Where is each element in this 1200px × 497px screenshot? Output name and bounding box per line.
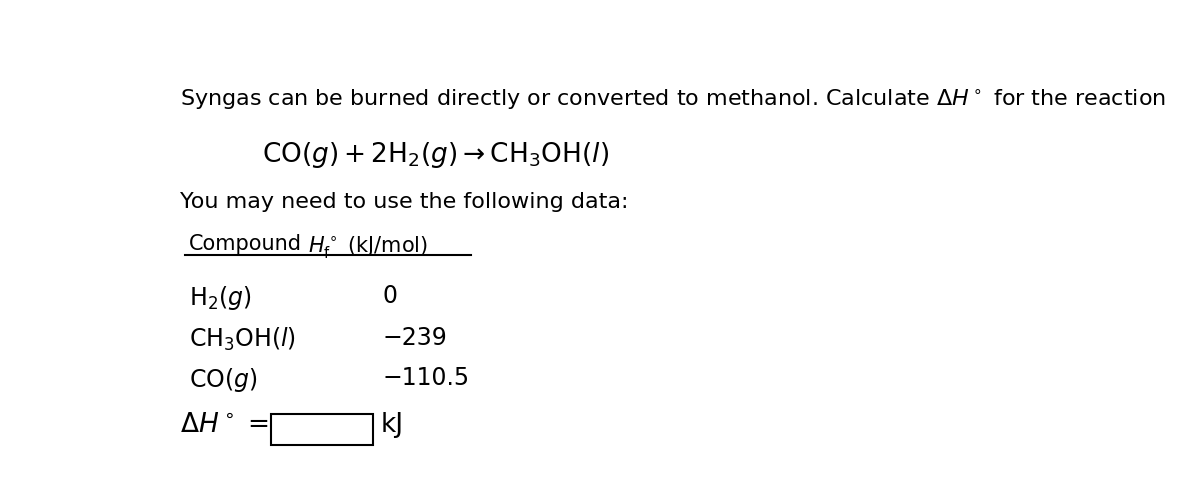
Text: 0: 0 (383, 283, 397, 308)
Text: kJ: kJ (380, 412, 403, 438)
Text: Syngas can be burned directly or converted to methanol. Calculate $\Delta H^\cir: Syngas can be burned directly or convert… (180, 87, 1165, 112)
FancyBboxPatch shape (271, 414, 373, 445)
Text: $\mathrm{CO}(\mathit{g})$: $\mathrm{CO}(\mathit{g})$ (190, 366, 258, 394)
Text: $\Delta H^\circ$ =: $\Delta H^\circ$ = (180, 412, 271, 438)
Text: −110.5: −110.5 (383, 366, 469, 390)
Text: −239: −239 (383, 326, 448, 349)
Text: You may need to use the following data:: You may need to use the following data: (180, 192, 629, 212)
Text: $\mathrm{CO}(g) + 2\mathrm{H_2}(g) \rightarrow \mathrm{CH_3OH}(\mathit{l})$: $\mathrm{CO}(g) + 2\mathrm{H_2}(g) \righ… (262, 140, 608, 170)
Text: $\mathrm{CH_3OH}(\mathit{l})$: $\mathrm{CH_3OH}(\mathit{l})$ (190, 326, 296, 353)
Text: $\mathrm{H_2}(\mathit{g})$: $\mathrm{H_2}(\mathit{g})$ (190, 283, 252, 312)
Text: $H_\mathrm{f}^\circ\ (\mathrm{kJ/mol})$: $H_\mathrm{f}^\circ\ (\mathrm{kJ/mol})$ (308, 234, 428, 260)
Text: Compound: Compound (190, 234, 302, 254)
